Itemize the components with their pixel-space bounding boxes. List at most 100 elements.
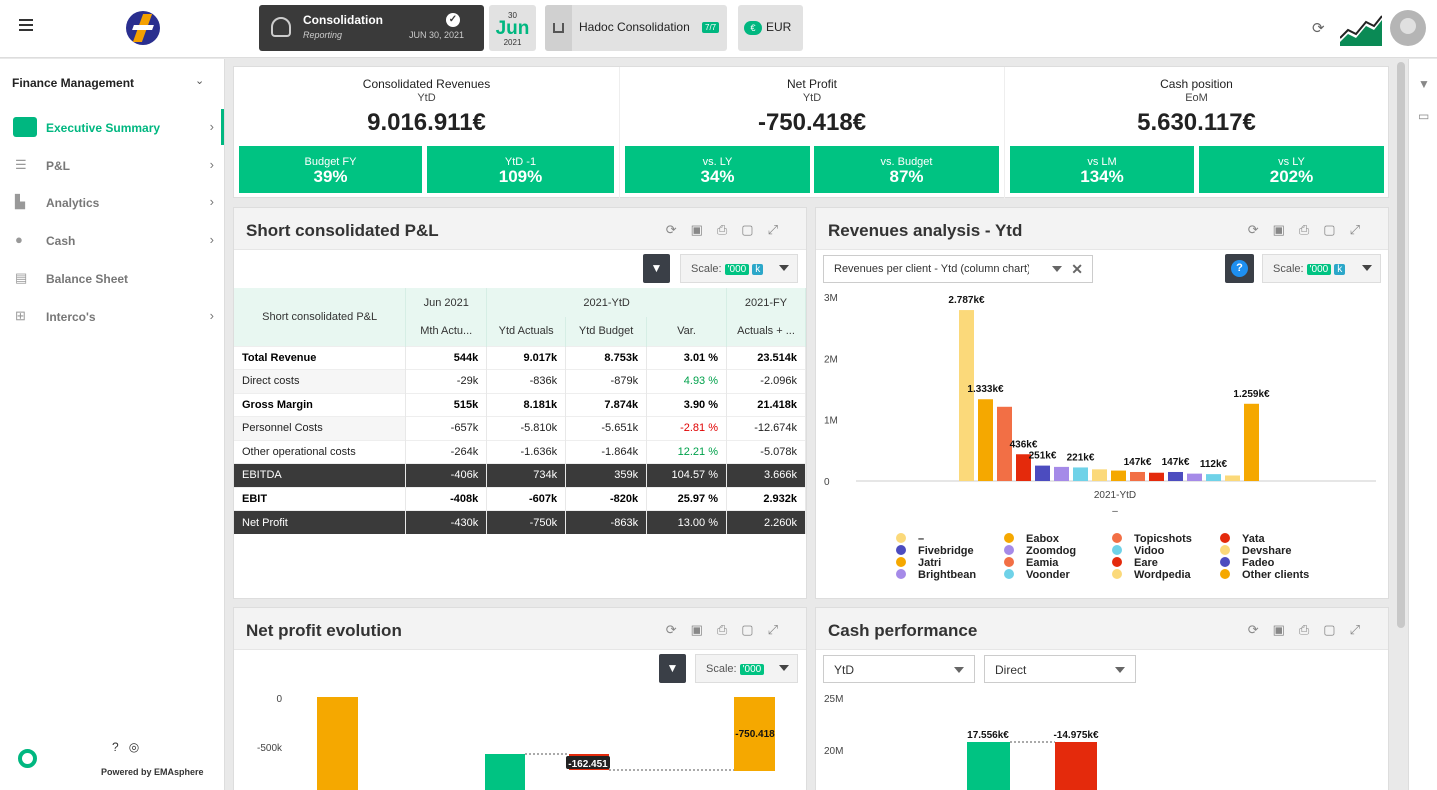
currency-selector[interactable]: € EUR xyxy=(738,5,803,51)
table-row[interactable]: Other operational costs -264k -1.636k -1.86… xyxy=(234,439,806,464)
scale-dropdown[interactable]: Scale: '000 xyxy=(695,654,798,683)
legend-item[interactable]: Wordpedia xyxy=(1112,569,1191,581)
legend-label: Eamia xyxy=(1026,557,1059,569)
table-row[interactable]: Direct costs -29k -836k -879k 4.93 % -2.096k xyxy=(234,369,806,393)
legend-item[interactable]: Eamia xyxy=(1004,557,1058,569)
pl-cell: -607k xyxy=(486,486,567,511)
sidebar-item-pl[interactable]: ☰ P&L › xyxy=(0,147,224,183)
scale-tag: '000 xyxy=(739,664,765,675)
comment-icon[interactable]: ▢ xyxy=(741,222,768,237)
pl-cell: 544k xyxy=(405,345,488,370)
user-avatar[interactable] xyxy=(1390,10,1426,46)
legend-label: Brightbean xyxy=(918,569,977,581)
legend-item[interactable]: Topicshots xyxy=(1112,533,1192,545)
clear-icon[interactable]: ✕ xyxy=(1071,261,1083,277)
table-row[interactable]: Total Revenue 544k 9.017k 8.753k 3.01 % 23.51… xyxy=(234,345,806,370)
legend-item[interactable]: Eabox xyxy=(1004,533,1059,545)
expand-icon[interactable]: ⤢ xyxy=(1349,222,1374,237)
legend-item[interactable]: Brightbean xyxy=(896,569,976,581)
kpi-box[interactable]: vs LM 134% xyxy=(1010,146,1194,193)
legend-item[interactable]: Zoomdog xyxy=(1004,545,1076,557)
entity-badge: 7/7 xyxy=(702,22,720,33)
scrollbar[interactable] xyxy=(1397,62,1405,628)
expand-icon[interactable]: ⤢ xyxy=(767,222,792,237)
entity-selector[interactable]: Hadoc Consolidation 7/7 xyxy=(545,5,727,51)
kpi-box[interactable]: Budget FY 39% xyxy=(239,146,422,193)
table-row[interactable]: EBIT -408k -607k -820k 25.97 % 2.932k xyxy=(234,486,806,511)
legend-item[interactable]: Eare xyxy=(1112,557,1158,569)
print-icon[interactable]: ⎙ xyxy=(1298,622,1324,637)
calendar-picker[interactable]: 30 Jun 2021 xyxy=(489,5,536,51)
bar xyxy=(1073,467,1088,481)
chevron-down-icon[interactable]: ⌄ xyxy=(195,75,205,87)
filter-button[interactable]: ▼ xyxy=(643,254,670,283)
table-row[interactable]: Gross Margin 515k 8.181k 7.874k 3.90 % 21.418… xyxy=(234,392,806,417)
legend-item[interactable]: Devshare xyxy=(1220,545,1292,557)
globe-icon[interactable]: ◎ xyxy=(128,740,140,754)
pl-col[interactable]: Actuals + ... xyxy=(726,317,806,346)
filter-button[interactable]: ▼ xyxy=(659,654,686,683)
legend-item[interactable]: Jatri xyxy=(896,557,941,569)
legend-item[interactable]: Vidoo xyxy=(1112,545,1164,557)
sidebar-item-analytics[interactable]: ▙ Analytics › xyxy=(0,184,224,220)
comment-icon[interactable]: ▢ xyxy=(1323,622,1350,637)
legend-item[interactable]: Fivebridge xyxy=(896,545,974,557)
sidebar-item-cash[interactable]: ● Cash › xyxy=(0,222,224,258)
kpi-box[interactable]: YtD -1 109% xyxy=(427,146,614,193)
legend-item[interactable]: – xyxy=(896,533,924,545)
legend-item[interactable]: Fadeo xyxy=(1220,557,1274,569)
sidebar-item-executive-summary[interactable]: Executive Summary › xyxy=(0,109,224,145)
menu-icon[interactable] xyxy=(19,19,33,31)
print-icon[interactable]: ⎙ xyxy=(716,622,742,637)
chart-type-select[interactable]: Revenues per client - Ytd (column chart)… xyxy=(823,255,1093,283)
image-icon[interactable]: ▣ xyxy=(1272,222,1299,237)
image-icon[interactable]: ▣ xyxy=(690,622,717,637)
refresh-icon[interactable]: ⟳ xyxy=(1312,20,1325,37)
panel-title: Cash performance xyxy=(828,621,978,640)
refresh-icon[interactable]: ⟳ xyxy=(1247,222,1273,237)
refresh-icon[interactable]: ⟳ xyxy=(665,222,691,237)
help-button[interactable]: ? xyxy=(1225,254,1254,283)
table-row[interactable]: Personnel Costs -657k -5.810k -5.651k -2.81 … xyxy=(234,416,806,440)
scale-dropdown[interactable]: Scale: '000 k xyxy=(680,254,798,283)
excel-icon[interactable]: ▣ xyxy=(690,222,717,237)
y-tick-label: 0 xyxy=(276,694,282,705)
legend-item[interactable]: Voonder xyxy=(1004,569,1070,581)
sidebar-item-balance-sheet[interactable]: ▤ Balance Sheet xyxy=(0,260,224,296)
legend-label: Fadeo xyxy=(1242,557,1275,569)
help-icon[interactable]: ? xyxy=(112,740,119,754)
trend-chart-icon[interactable] xyxy=(1340,12,1382,46)
pl-cell: 3.666k xyxy=(726,463,806,487)
sidebar-title[interactable]: Finance Management xyxy=(12,76,135,90)
kpi-box[interactable]: vs. LY 34% xyxy=(625,146,810,193)
expand-icon[interactable]: ⤢ xyxy=(1349,622,1374,637)
kpi-period: YtD xyxy=(802,92,822,104)
pl-col[interactable]: Var. xyxy=(646,317,728,346)
sidebar-item-intercos[interactable]: ⊞ Interco's › xyxy=(0,298,224,334)
pl-col[interactable]: Ytd Actuals xyxy=(486,317,567,346)
table-row[interactable]: EBITDA -406k 734k 359k 104.57 % 3.666k xyxy=(234,463,806,487)
filter-icon[interactable]: ▼ xyxy=(1418,77,1430,91)
refresh-icon[interactable]: ⟳ xyxy=(665,622,691,637)
period-select[interactable]: YtD xyxy=(823,655,975,683)
presentation-icon[interactable]: ▭ xyxy=(1418,109,1430,123)
kpi-box[interactable]: vs LY 202% xyxy=(1199,146,1384,193)
refresh-icon[interactable]: ⟳ xyxy=(1247,622,1273,637)
method-select[interactable]: Direct xyxy=(984,655,1136,683)
print-icon[interactable]: ⎙ xyxy=(1298,222,1324,237)
y-tick-label: 0 xyxy=(824,477,830,488)
help-icons[interactable]: ? ◎ xyxy=(112,740,139,754)
consolidation-selector[interactable]: Consolidation Reporting JUN 30, 2021 ✓ xyxy=(259,5,484,51)
print-icon[interactable]: ⎙ xyxy=(716,222,742,237)
table-row[interactable]: Net Profit -430k -750k -863k 13.00 % 2.260k xyxy=(234,510,806,534)
image-icon[interactable]: ▣ xyxy=(1272,622,1299,637)
comment-icon[interactable]: ▢ xyxy=(1323,222,1350,237)
pl-col[interactable]: Mth Actu... xyxy=(405,317,488,346)
expand-icon[interactable]: ⤢ xyxy=(767,622,792,637)
legend-item[interactable]: Other clients xyxy=(1220,569,1309,581)
scale-dropdown[interactable]: Scale: '000 k xyxy=(1262,254,1381,283)
kpi-box[interactable]: vs. Budget 87% xyxy=(814,146,999,193)
pl-col[interactable]: Ytd Budget xyxy=(565,317,648,346)
comment-icon[interactable]: ▢ xyxy=(741,622,768,637)
legend-item[interactable]: Yata xyxy=(1220,533,1265,545)
